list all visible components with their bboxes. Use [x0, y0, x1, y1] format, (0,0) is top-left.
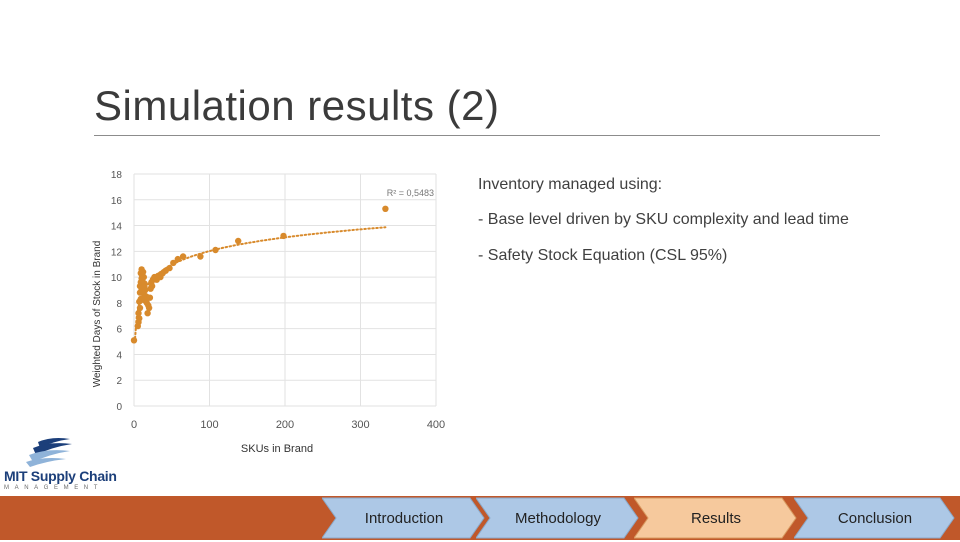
nav-label: Methodology — [515, 510, 601, 527]
data-point — [166, 264, 173, 272]
trendline-group — [133, 226, 387, 344]
y-tick-label: 10 — [111, 273, 123, 284]
y-tick-label: 4 — [116, 350, 122, 361]
nav-chevron-icon — [476, 497, 639, 539]
x-tick-label: 0 — [131, 419, 137, 431]
y-tick-label: 6 — [116, 325, 122, 336]
data-point — [212, 246, 219, 254]
nav-label: Conclusion — [837, 510, 913, 527]
x-axis-title: SKUs in Brand — [241, 443, 313, 455]
nav-methodology[interactable]: Methodology — [476, 496, 640, 540]
data-point — [197, 253, 204, 260]
data-point — [145, 304, 153, 312]
data-point — [170, 259, 177, 267]
notes-heading: Inventory managed using: — [478, 176, 663, 193]
y-tick-label: 16 — [111, 196, 123, 207]
data-point — [280, 232, 287, 240]
y-tick-label: 18 — [111, 170, 123, 181]
chart-tick-labels: 0 2 4 6 8 10 12 14 16 18 0 100 200 300 400 — [111, 170, 445, 431]
nav-label: Introduction — [364, 510, 444, 527]
nav-chevron-icon — [794, 497, 955, 539]
data-point — [135, 310, 142, 317]
data-point — [179, 253, 187, 260]
y-tick-label: 8 — [116, 299, 122, 310]
data-point — [235, 237, 242, 245]
data-point — [148, 282, 156, 290]
chart-grid — [133, 173, 437, 407]
data-point — [130, 337, 138, 344]
nav-chevron-icon — [634, 497, 797, 539]
data-point — [139, 268, 147, 276]
x-tick-label: 400 — [427, 419, 445, 431]
y-axis-title: Weighted Days of Stock in Brand — [92, 241, 103, 388]
y-tick-label: 12 — [111, 247, 123, 258]
x-tick-label: 300 — [351, 419, 369, 431]
nav-introduction[interactable]: Introduction — [322, 496, 486, 540]
y-tick-label: 0 — [116, 402, 122, 413]
nav-chevron-icon — [322, 497, 485, 539]
data-point — [382, 205, 389, 212]
nav-conclusion[interactable]: Conclusion — [794, 496, 956, 540]
trendline — [133, 226, 387, 344]
page-title: Simulation results (2) — [94, 82, 500, 129]
title-divider — [94, 135, 880, 136]
logo-name: MIT Supply Chain — [4, 468, 117, 484]
notes-bullet: - Safety Stock Equation (CSL 95%) — [478, 247, 728, 264]
data-points — [130, 205, 389, 344]
mit-scm-logo-icon — [26, 438, 72, 467]
x-tick-label: 200 — [276, 419, 294, 431]
r-squared-label: R² = 0,5483 — [387, 188, 434, 198]
notes-bullet: - Base level driven by SKU complexity an… — [478, 211, 849, 228]
logo-subtitle: MANAGEMENT — [4, 485, 104, 491]
data-point — [174, 255, 181, 263]
y-tick-label: 14 — [111, 222, 123, 233]
data-point — [144, 310, 151, 317]
x-tick-label: 100 — [200, 419, 218, 431]
data-point — [146, 294, 154, 301]
nav-results[interactable]: Results — [634, 496, 798, 540]
data-point — [136, 315, 143, 322]
nav-label: Results — [690, 510, 742, 527]
data-point — [136, 304, 144, 312]
y-tick-label: 2 — [116, 376, 122, 387]
